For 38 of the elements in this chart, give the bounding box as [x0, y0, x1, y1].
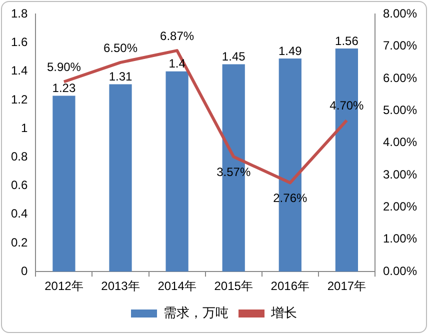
x-tick-label: 2014年 [158, 279, 196, 294]
y-tick-label: 0.4 [10, 206, 28, 221]
bar [52, 96, 76, 272]
data-label: 1.31 [108, 70, 133, 84]
y2-tick-label: 3.00% [382, 167, 418, 182]
y2-tick-label: 7.00% [382, 38, 418, 53]
x-tick-label: 2015年 [214, 279, 253, 294]
y-tick-label: 1 [20, 120, 28, 135]
bar [166, 71, 188, 272]
y-tick-label: 1.4 [10, 64, 28, 78]
data-label: 1.23 [52, 81, 76, 96]
bar [109, 84, 132, 272]
x-tick-label: 2012年 [44, 279, 84, 294]
y-tick-label: 0.6 [10, 178, 28, 192]
x-tick-label: 2013年 [101, 279, 140, 294]
legend-label: 需求，万吨 [164, 305, 228, 320]
x-tick-label: 2016年 [270, 279, 310, 294]
y2-tick-label: 4.00% [382, 135, 418, 150]
y-tick-label: 1.2 [10, 92, 28, 106]
y2-tick-label: 2.00% [382, 200, 418, 214]
x-tick-label: 2017年 [327, 279, 366, 294]
y2-tick-label: 5.00% [382, 103, 418, 118]
legend-label: 增长 [270, 305, 297, 320]
y2-tick-label: 6.00% [382, 70, 418, 85]
y-tick-label: 0.2 [10, 235, 28, 250]
data-label: 1.56 [335, 34, 359, 48]
data-label: 1.49 [278, 44, 302, 58]
data-label: 6.87% [160, 28, 194, 43]
data-label: 5.90% [46, 60, 82, 74]
y2-tick-label: 8.00% [382, 6, 418, 21]
data-label: 1.45 [222, 50, 246, 64]
y-tick-label: 1.8 [10, 6, 28, 21]
data-label: 6.50% [103, 40, 138, 55]
y2-tick-label: 0.00% [382, 264, 418, 278]
y2-tick-label: 1.00% [382, 232, 418, 246]
y-tick-label: 0 [20, 264, 28, 278]
y-tick-label: 1.6 [10, 35, 28, 50]
y-tick-label: 0.8 [10, 150, 28, 164]
